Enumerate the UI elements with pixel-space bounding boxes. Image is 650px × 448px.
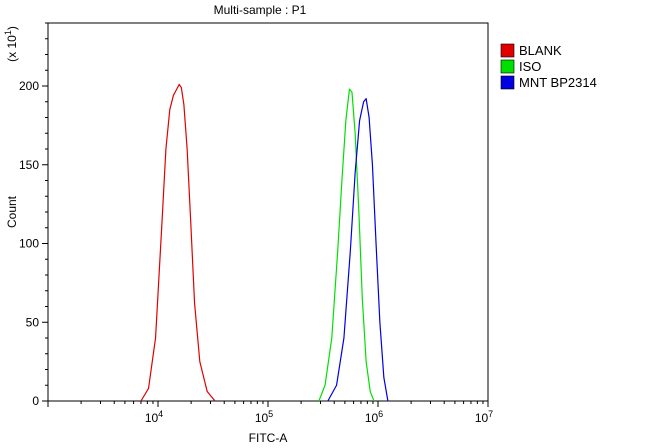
legend-swatch [500, 75, 515, 90]
x-tick-label: 105 [255, 409, 273, 425]
y-multiplier-exponent: 1 [3, 30, 13, 35]
x-tick-label: 106 [365, 409, 383, 425]
x-axis-label: FITC-A [249, 431, 288, 445]
y-multiplier-close: ) [5, 26, 19, 30]
y-tick-label: 100 [19, 237, 39, 251]
legend-label: BLANK [519, 43, 562, 58]
x-tick-label: 104 [145, 409, 163, 425]
x-tick-exponent: 4 [158, 409, 163, 419]
x-tick-base: 10 [475, 411, 489, 425]
x-tick-exponent: 7 [488, 409, 493, 419]
chart-title: Multi-sample : P1 [214, 3, 307, 17]
y-tick-label: 50 [26, 315, 40, 329]
legend-swatch [500, 59, 515, 74]
legend-swatch [500, 43, 515, 58]
series-line-blank [140, 83, 216, 402]
y-tick-label: 150 [19, 158, 39, 172]
series-lines [140, 83, 389, 402]
y-multiplier-text: (x 10 [5, 35, 19, 62]
x-tick-exponent: 6 [378, 409, 383, 419]
x-tick-base: 10 [145, 411, 159, 425]
series-line-mnt-bp2314 [327, 98, 389, 402]
plot-frame [47, 22, 489, 402]
series-line-iso [318, 88, 375, 402]
x-tick-label: 107 [475, 409, 493, 425]
x-axis-ticks: 104 105 106 107 [47, 401, 493, 425]
legend-label: ISO [519, 59, 541, 74]
x-tick-exponent: 5 [268, 409, 273, 419]
y-tick-label: 200 [19, 79, 39, 93]
legend-label: MNT BP2314 [519, 75, 597, 90]
y-axis-ticks: 0 50 100 150 200 [19, 22, 48, 408]
x-tick-base: 10 [255, 411, 269, 425]
x-tick-base: 10 [365, 411, 379, 425]
y-tick-label: 0 [32, 394, 39, 408]
y-axis-multiplier: (x 101) [3, 26, 19, 62]
y-axis-label: Count [5, 195, 19, 228]
